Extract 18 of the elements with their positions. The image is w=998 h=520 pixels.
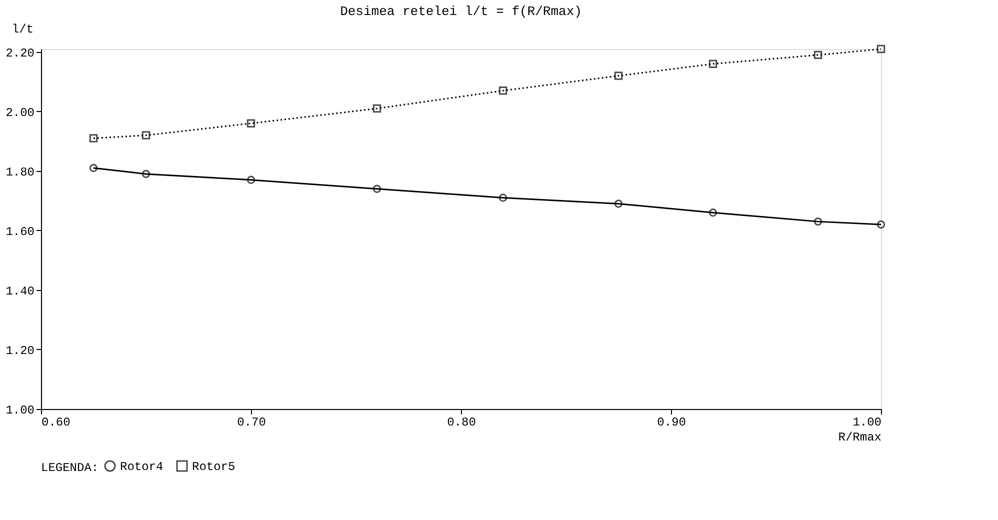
y-tick-label: 1.20 xyxy=(6,344,34,358)
legend-title: LEGENDA: xyxy=(41,461,99,475)
x-tick-label: 0.70 xyxy=(237,416,266,430)
y-tick-label: 1.40 xyxy=(6,284,34,298)
y-axis-title: l/t xyxy=(12,22,34,36)
y-tick-label: 1.80 xyxy=(6,165,34,180)
y-tick-label: 2.20 xyxy=(6,46,34,60)
x-tick-label: 1.00 xyxy=(852,416,882,430)
x-tick-label: 0.60 xyxy=(42,416,70,430)
legend-label: Rotor5 xyxy=(192,460,236,474)
y-tick-label: 2.00 xyxy=(6,106,34,120)
y-tick-label: 1.00 xyxy=(6,404,34,418)
legend-label: Rotor4 xyxy=(120,460,164,474)
x-axis-title: R/Rmax xyxy=(838,430,882,444)
x-tick-label: 0.80 xyxy=(447,416,476,430)
chart-title: Desimea retelei l/t = f(R/Rmax) xyxy=(340,4,582,19)
y-tick-label: 1.60 xyxy=(6,224,34,239)
x-tick-label: 0.90 xyxy=(657,416,686,430)
